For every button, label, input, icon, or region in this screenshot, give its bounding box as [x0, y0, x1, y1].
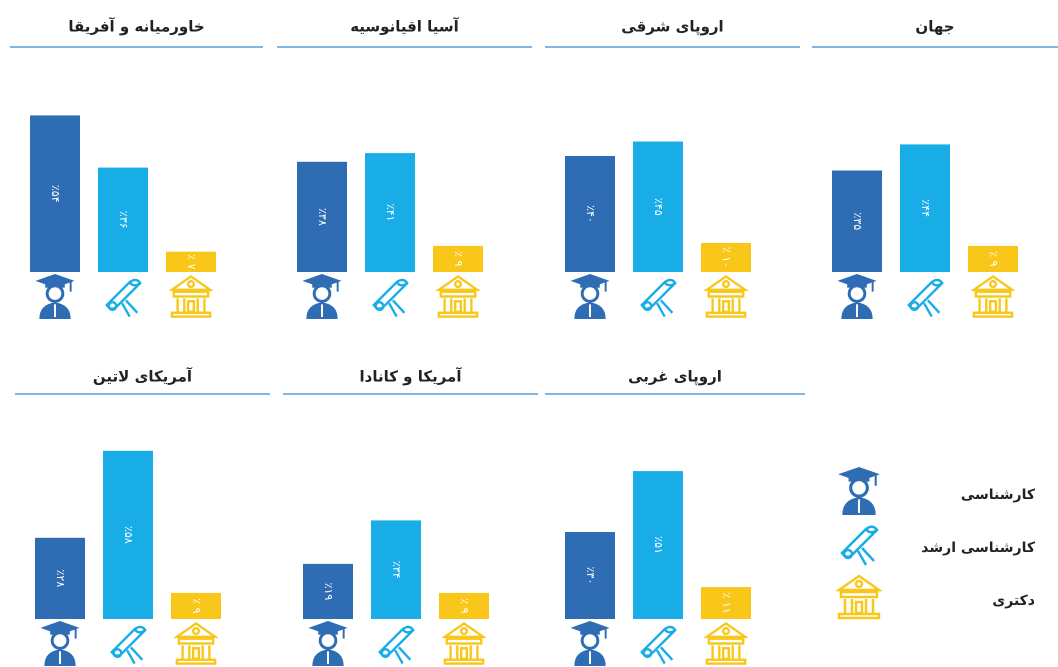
diploma-icon [640, 278, 677, 318]
chart-title: اروپای شرقی [621, 18, 723, 37]
diploma-icon [840, 525, 879, 567]
value-label: ٪ ۹ [452, 251, 465, 266]
bar [633, 471, 683, 619]
building-icon [705, 275, 747, 318]
bar [98, 167, 148, 272]
bar [565, 532, 615, 619]
bar [439, 592, 489, 619]
bar [171, 592, 221, 619]
value-label: ٪۳۰ [584, 567, 597, 585]
building-icon [972, 275, 1014, 318]
bar [968, 245, 1018, 272]
chart-title: خاورمیانه و آفریقا [68, 18, 204, 36]
value-label: ٪۳۴ [390, 561, 403, 579]
value-label: ٪۴۴ [919, 199, 932, 217]
legend-label: کارشناسی ارشد [921, 540, 1036, 556]
bar [35, 537, 85, 619]
diploma-icon [640, 625, 677, 665]
graduate-icon [306, 621, 350, 666]
value-label: ٪ ۱۰ [720, 247, 733, 268]
building-icon [175, 622, 217, 665]
building-icon [443, 622, 485, 665]
value-label: ٪ ۹ [987, 251, 1000, 266]
bar [633, 141, 683, 272]
bar [303, 563, 353, 619]
value-label: ٪۲۸ [54, 570, 67, 588]
value-label: ٪ ۷ [185, 254, 198, 269]
bar [832, 170, 882, 272]
graduate-icon [568, 621, 612, 666]
value-label: ٪۵۴ [49, 185, 62, 203]
graduate-icon [38, 621, 82, 666]
diploma-icon [105, 278, 142, 318]
bar [365, 153, 415, 272]
value-label: ٪ ۹ [458, 598, 471, 613]
building-icon [437, 275, 479, 318]
diploma-icon [907, 278, 944, 318]
value-label: ٪۳۶ [117, 211, 130, 229]
value-label: ٪۱۹ [322, 583, 335, 601]
building-icon [705, 622, 747, 665]
graduate-icon [300, 274, 344, 319]
building-icon [837, 574, 881, 620]
chart-title: آسیا اقیانوسیه [350, 18, 459, 36]
chart-title: آمریکای لاتین [93, 368, 193, 386]
bar [900, 144, 950, 272]
building-icon [170, 275, 212, 318]
value-label: ٪۵۸ [122, 526, 135, 544]
value-label: ٪۵۱ [652, 536, 665, 554]
graduate-icon [835, 274, 879, 319]
chart-title: آمریکا و کانادا [360, 368, 463, 386]
value-label: ٪۴۱ [384, 204, 397, 222]
diploma-icon [372, 278, 409, 318]
bar [30, 115, 80, 273]
value-label: ٪۴۰ [584, 205, 597, 223]
graduate-icon [836, 467, 882, 515]
value-label: ٪۴۵ [652, 198, 665, 216]
legend-label: کارشناسی [961, 487, 1036, 503]
value-label: ٪۳۵ [851, 212, 864, 230]
bar [565, 156, 615, 272]
bar [297, 161, 347, 272]
bar [103, 450, 153, 619]
value-label: ٪ ۹ [190, 598, 203, 613]
bar [701, 243, 751, 272]
value-label: ٪ ۱۱ [720, 592, 733, 613]
bar [433, 245, 483, 272]
graduate-icon [568, 274, 612, 319]
value-label: ٪۳۸ [316, 208, 329, 226]
chart-title: اروپای غربی [628, 368, 722, 387]
bar [166, 251, 216, 272]
diploma-icon [378, 625, 415, 665]
diploma-icon [110, 625, 147, 665]
bar [371, 520, 421, 619]
legend-label: دکتری [992, 593, 1035, 609]
chart-title: جهان [915, 18, 954, 36]
bar [701, 587, 751, 619]
graduate-icon [33, 274, 77, 319]
